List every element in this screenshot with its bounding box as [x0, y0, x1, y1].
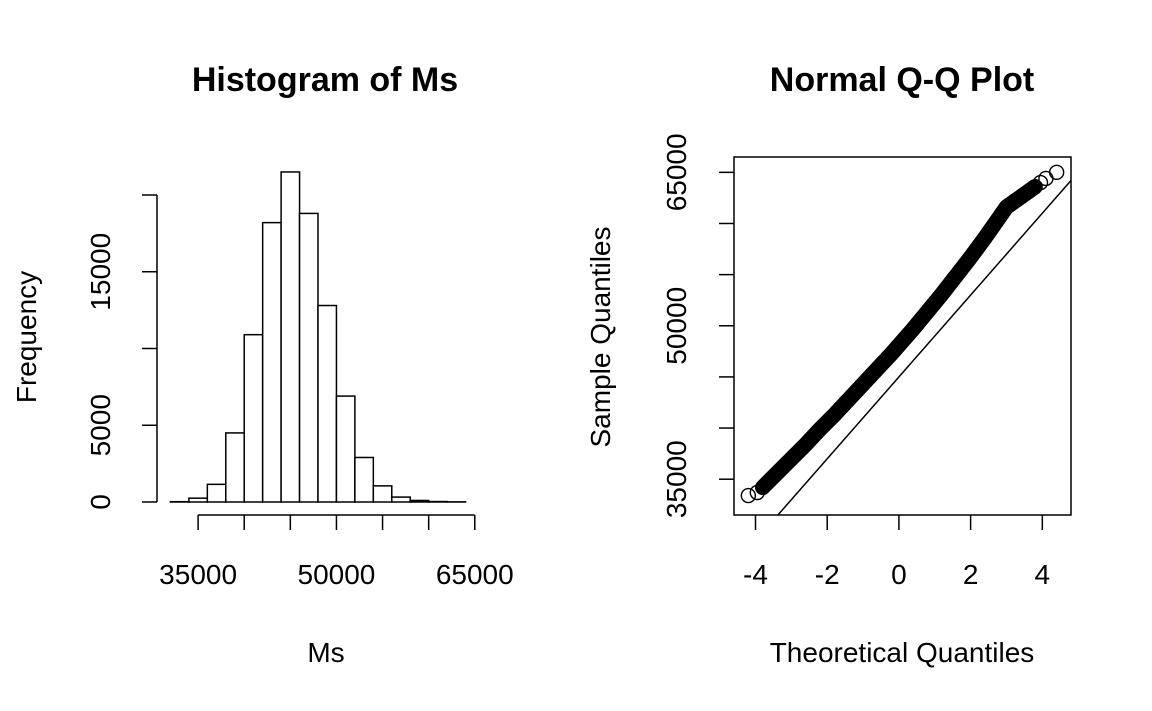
histogram-x-tick-label: 50000 — [298, 559, 376, 590]
histogram-bar — [298, 212, 319, 503]
histogram-bar — [391, 496, 411, 503]
histogram-bar — [335, 395, 356, 503]
histogram-y-axis: 0 5000 15000 — [85, 194, 158, 510]
histogram-bars — [169, 171, 467, 503]
histogram-title: Histogram of Ms — [192, 61, 458, 99]
qq-plot-x-axis: -4 -2 0 2 4 — [743, 515, 1050, 590]
qq-plot-point — [1032, 174, 1049, 191]
qq-plot-panel: Normal Q-Q Plot Theoretical Quantiles Sa… — [585, 61, 1072, 668]
qq-plot-y-tick-label: 35000 — [661, 440, 692, 518]
qq-plot-reference-line-group — [777, 180, 1072, 516]
histogram-y-tick-label: 5000 — [85, 394, 116, 456]
histogram-bar — [372, 485, 393, 503]
histogram-bar — [225, 432, 245, 503]
histogram-y-axis-label: Frequency — [11, 271, 42, 403]
histogram-bar — [243, 333, 264, 503]
qq-plot-x-tick-label: -2 — [815, 559, 840, 590]
qq-plot-y-tick-label: 65000 — [661, 133, 692, 211]
histogram-x-axis: 35000 50000 65000 — [159, 514, 514, 590]
histogram-y-tick-label: 15000 — [85, 233, 116, 311]
histogram-bar — [206, 483, 227, 503]
qq-plot-x-axis-label: Theoretical Quantiles — [770, 637, 1035, 668]
qq-plot-point — [1048, 164, 1065, 181]
qq-plot-frame — [733, 156, 1072, 516]
qq-plot-x-tick-label: -4 — [743, 559, 768, 590]
qq-plot-x-tick-label: 4 — [1035, 559, 1051, 590]
qq-plot-reference-line — [777, 180, 1072, 516]
histogram-panel: Histogram of Ms Ms Frequency 35000 50000 6… — [11, 61, 514, 668]
histogram-bar — [188, 497, 209, 503]
histogram-bar — [409, 499, 430, 503]
histogram-bar — [317, 304, 338, 503]
qq-plot-points — [740, 164, 1065, 504]
qq-plot-y-axis-label: Sample Quantiles — [585, 226, 616, 447]
qq-plot-y-tick-label: 50000 — [661, 287, 692, 365]
histogram-x-tick-label: 65000 — [436, 559, 514, 590]
histogram-x-axis-label: Ms — [307, 637, 344, 668]
qq-plot-title: Normal Q-Q Plot — [770, 61, 1034, 99]
histogram-bar — [354, 456, 375, 503]
qq-plot-point — [740, 487, 757, 504]
qq-plot-point — [1027, 178, 1043, 195]
qq-plot-x-tick-label: 0 — [891, 559, 907, 590]
histogram-x-tick-label: 35000 — [159, 559, 237, 590]
histogram-y-tick-label: 0 — [85, 494, 116, 510]
qq-plot-y-axis: 35000 50000 65000 — [661, 133, 734, 518]
histogram-bar — [280, 171, 301, 503]
qq-plot-x-tick-label: 2 — [963, 559, 979, 590]
histogram-bar — [261, 221, 282, 503]
